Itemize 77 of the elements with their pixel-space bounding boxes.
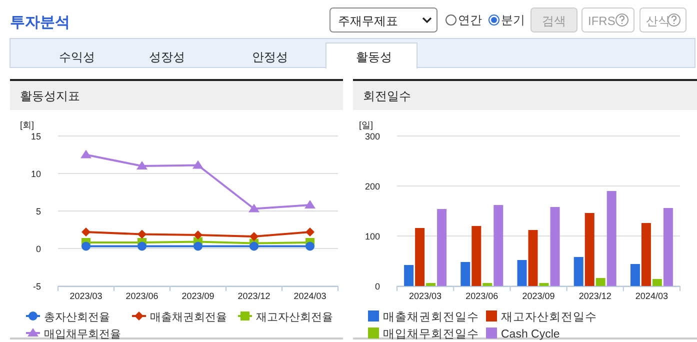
text: 검색 xyxy=(542,14,566,28)
point xyxy=(248,204,260,212)
bar xyxy=(426,283,436,286)
x-tick-label: 2023/03 xyxy=(409,291,442,301)
legend-label: 매출채권회전일수 xyxy=(383,310,479,324)
point xyxy=(304,200,316,208)
chart-title: 회전일수 xyxy=(363,89,411,103)
text: 성장성 xyxy=(149,50,185,64)
text: IFRS xyxy=(588,14,616,28)
legend-label: Cash Cycle xyxy=(501,328,560,340)
legend-label: 재고자산회전율 xyxy=(256,312,333,324)
bar xyxy=(606,191,616,286)
bar xyxy=(574,257,584,286)
legend-label: 재고자산회전일수 xyxy=(501,312,597,324)
legend-label: 매입채무회전율 xyxy=(44,328,121,340)
point xyxy=(306,228,314,236)
text: 분기 xyxy=(501,13,525,27)
bar xyxy=(404,265,414,286)
point xyxy=(82,242,90,251)
chart-title: 활동성지표 xyxy=(20,89,80,103)
point xyxy=(306,242,314,251)
point xyxy=(250,232,258,241)
bar xyxy=(539,283,549,286)
point xyxy=(194,230,202,240)
point xyxy=(192,160,204,169)
text: 주재무제표 xyxy=(338,14,398,28)
bar xyxy=(596,278,606,286)
x-tick-label: 2023/06 xyxy=(126,291,158,301)
x-tick-label: 2023/12 xyxy=(578,291,612,301)
legend-label: 매출채권회전율 xyxy=(150,312,227,324)
bar xyxy=(437,209,447,286)
x-tick-label: 2023/09 xyxy=(522,291,555,301)
text: 산식 xyxy=(646,14,670,28)
y-axis-title: [회] xyxy=(20,120,34,130)
x-tick-label: 2023/06 xyxy=(466,291,498,301)
x-tick-label: 2023/12 xyxy=(238,291,270,301)
y-tick-label: 15 xyxy=(30,132,41,142)
point xyxy=(138,242,146,251)
text: 수익성 xyxy=(59,50,95,64)
y-tick-label: 0 xyxy=(374,282,380,292)
bar xyxy=(641,223,651,286)
text: 투자분석 xyxy=(10,14,70,31)
text: 활동성 xyxy=(356,50,392,64)
bar xyxy=(584,213,594,286)
bar xyxy=(482,283,492,286)
x-tick-label: 2024/03 xyxy=(294,291,326,301)
bar xyxy=(550,207,560,286)
text: 안정성 xyxy=(252,50,288,64)
y-tick-label: 300 xyxy=(364,132,380,142)
legend-label: 매입채무회전일수 xyxy=(383,328,479,340)
bar xyxy=(630,264,640,286)
bar xyxy=(528,230,538,286)
point xyxy=(250,242,258,251)
bar xyxy=(517,260,527,286)
text: 연간 xyxy=(458,13,482,27)
y-axis-title: [일] xyxy=(359,120,374,130)
x-tick-label: 2023/09 xyxy=(182,291,214,301)
point xyxy=(136,161,148,170)
bar xyxy=(663,208,673,286)
y-tick-label: 10 xyxy=(30,169,41,179)
x-tick-label: 2023/03 xyxy=(70,291,102,301)
bar xyxy=(494,205,504,286)
point xyxy=(82,228,90,236)
y-tick-label: -5 xyxy=(32,282,41,292)
bar xyxy=(472,226,482,286)
y-tick-label: 0 xyxy=(36,244,41,254)
point xyxy=(138,230,146,239)
y-tick-label: 200 xyxy=(364,182,380,192)
point xyxy=(80,150,92,158)
y-tick-label: 100 xyxy=(364,232,380,242)
point xyxy=(194,242,202,251)
legend-label: 총자산회전율 xyxy=(44,312,110,324)
y-tick-label: 5 xyxy=(36,206,41,216)
bar xyxy=(415,228,425,286)
bar xyxy=(460,262,470,286)
bar xyxy=(652,279,662,286)
x-tick-label: 2024/03 xyxy=(635,291,668,301)
